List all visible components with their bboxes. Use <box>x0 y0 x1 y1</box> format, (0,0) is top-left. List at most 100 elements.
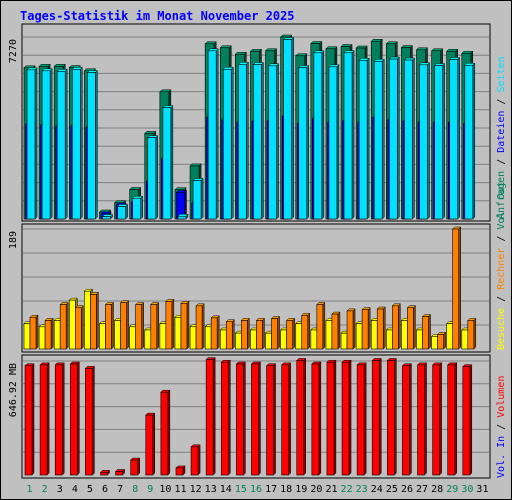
bar-rechner-8 <box>135 304 142 350</box>
legend-item-visits: Besuche <box>496 308 507 350</box>
bar-besuche-24 <box>370 320 378 350</box>
x-tick-label-12: 12 <box>190 484 202 495</box>
bar-seiten-9 <box>147 137 157 220</box>
bar-besuche-6 <box>99 323 106 350</box>
x-tick-label-1: 1 <box>27 484 33 495</box>
bar-besuche-18 <box>280 329 287 350</box>
bar-volumen-14 <box>220 361 229 476</box>
x-tick-label-30: 30 <box>461 484 473 495</box>
x-tick-label-28: 28 <box>431 484 443 495</box>
bar-seiten-7 <box>117 206 126 220</box>
bar-seiten-4 <box>71 68 81 220</box>
bar-besuche-7 <box>114 320 121 350</box>
bar-besuche-28 <box>431 336 438 350</box>
panel-top-max-label: 7270 <box>8 39 19 63</box>
bar-volumen-6 <box>100 472 108 476</box>
bar-rechner-4 <box>74 307 82 350</box>
bar-volumen-20 <box>311 363 320 476</box>
bar-rechner-3 <box>59 304 67 350</box>
bar-seiten-14 <box>222 68 232 220</box>
legend-bottom: Vol. In / Volumen <box>496 376 507 478</box>
x-tick-label-10: 10 <box>159 484 171 495</box>
x-tick-label-19: 19 <box>295 484 307 495</box>
bar-seiten-13 <box>207 50 217 220</box>
x-tick-label-18: 18 <box>280 484 292 495</box>
bar-volumen-30 <box>462 366 471 476</box>
bar-besuche-23 <box>355 323 363 350</box>
bar-besuche-4 <box>68 299 76 350</box>
x-tick-label-15: 15 <box>235 484 247 495</box>
bar-volumen-15 <box>236 363 244 476</box>
bar-volumen-2 <box>39 364 48 476</box>
bar-seiten-18 <box>283 39 292 220</box>
bar-rechner-10 <box>165 301 173 350</box>
bar-rechner-6 <box>105 304 112 350</box>
bar-besuche-27 <box>416 329 423 350</box>
bar-besuche-21 <box>325 320 333 350</box>
bar-besuche-11 <box>174 316 182 350</box>
bar-seiten-26 <box>404 59 413 220</box>
bar-volumen-1 <box>24 365 33 476</box>
bar-volumen-16 <box>251 363 259 476</box>
bar-besuche-14 <box>219 329 227 350</box>
bar-seiten-28 <box>434 65 443 220</box>
x-tick-label-13: 13 <box>205 484 217 495</box>
bar-volumen-18 <box>281 364 289 476</box>
x-tick-label-27: 27 <box>416 484 428 495</box>
bar-seiten-10 <box>162 107 172 220</box>
bar-besuche-22 <box>340 332 348 350</box>
bar-rechner-16 <box>256 320 263 350</box>
x-tick-label-4: 4 <box>72 484 78 495</box>
bar-volumen-25 <box>387 360 395 476</box>
legend-item-kbin: Vol. In <box>496 436 507 478</box>
legend-item-pages: Seiten <box>496 56 507 92</box>
x-tick-label-8: 8 <box>132 484 138 495</box>
bar-besuche-29 <box>446 323 454 350</box>
legend-item-files: Dateien <box>496 111 507 153</box>
bar-seiten-17 <box>268 65 277 220</box>
legend-item-volume: Volumen <box>496 376 507 418</box>
bar-seiten-22 <box>343 52 353 220</box>
bar-besuche-20 <box>310 329 318 350</box>
x-tick-label-23: 23 <box>356 484 368 495</box>
bar-seiten-15 <box>238 63 247 220</box>
x-tick-label-29: 29 <box>446 484 458 495</box>
bar-volumen-29 <box>447 364 456 476</box>
x-tick-label-31: 31 <box>476 484 488 495</box>
chart-title: Tages-Statistik im Monat November 2025 <box>20 9 295 23</box>
bar-rechner-27 <box>422 316 429 350</box>
bar-rechner-28 <box>437 334 444 350</box>
bar-besuche-12 <box>189 326 197 350</box>
bar-rechner-13 <box>210 317 218 350</box>
bar-rechner-14 <box>225 321 233 350</box>
bar-seiten-29 <box>449 59 459 220</box>
bar-seiten-12 <box>192 180 202 220</box>
bar-seiten-20 <box>313 52 323 220</box>
bar-rechner-17 <box>271 318 278 350</box>
x-tick-label-22: 22 <box>341 484 353 495</box>
x-tick-label-16: 16 <box>250 484 262 495</box>
bar-rechner-18 <box>286 320 293 350</box>
bar-volumen-9 <box>145 414 154 476</box>
bar-seiten-16 <box>253 64 262 220</box>
bar-besuche-16 <box>250 329 257 350</box>
x-tick-label-3: 3 <box>57 484 63 495</box>
x-tick-label-11: 11 <box>174 484 186 495</box>
bar-besuche-2 <box>38 326 46 350</box>
bar-besuche-26 <box>401 320 408 350</box>
x-tick-label-7: 7 <box>117 484 123 495</box>
legend-item-hits: Anfragen <box>496 171 507 219</box>
bar-seiten-1 <box>26 69 36 220</box>
bar-besuche-5 <box>84 290 91 350</box>
bar-rechner-21 <box>331 313 339 350</box>
bar-seiten-8 <box>132 197 141 220</box>
bar-seiten-25 <box>389 58 398 220</box>
bar-volumen-23 <box>356 364 365 476</box>
bar-rechner-19 <box>301 315 309 350</box>
bar-volumen-10 <box>160 391 169 476</box>
x-tick-label-6: 6 <box>102 484 108 495</box>
bar-seiten-3 <box>56 70 66 220</box>
bar-rechner-7 <box>120 302 127 350</box>
bar-rechner-15 <box>241 320 248 350</box>
